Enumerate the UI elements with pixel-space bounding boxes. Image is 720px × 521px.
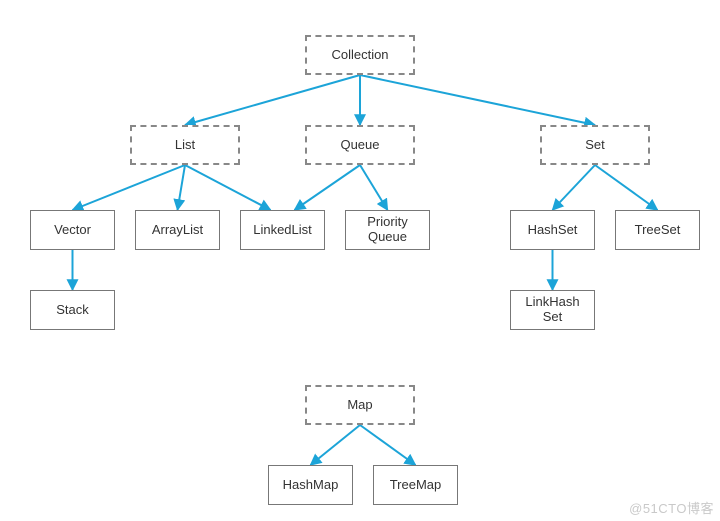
node-hashset: HashSet bbox=[510, 210, 595, 250]
edge-collection-to-list bbox=[185, 75, 360, 125]
node-collection: Collection bbox=[305, 35, 415, 75]
edge-list-to-vector bbox=[73, 165, 186, 210]
edge-queue-to-pqueue bbox=[360, 165, 388, 210]
node-linkhashset: LinkHashSet bbox=[510, 290, 595, 330]
node-queue: Queue bbox=[305, 125, 415, 165]
node-vector: Vector bbox=[30, 210, 115, 250]
edge-set-to-treeset bbox=[595, 165, 658, 210]
edge-set-to-hashset bbox=[553, 165, 596, 210]
node-hashmap: HashMap bbox=[268, 465, 353, 505]
node-treeset: TreeSet bbox=[615, 210, 700, 250]
edge-list-to-linkedlist bbox=[185, 165, 271, 210]
node-map: Map bbox=[305, 385, 415, 425]
edge-collection-to-set bbox=[360, 75, 595, 125]
node-arraylist: ArrayList bbox=[135, 210, 220, 250]
edge-list-to-arraylist bbox=[178, 165, 186, 210]
watermark-text: @51CTO博客 bbox=[629, 498, 714, 517]
node-pqueue: PriorityQueue bbox=[345, 210, 430, 250]
diagram-edges bbox=[0, 0, 720, 521]
node-stack: Stack bbox=[30, 290, 115, 330]
node-treemap: TreeMap bbox=[373, 465, 458, 505]
edge-map-to-treemap bbox=[360, 425, 416, 465]
node-linkedlist: LinkedList bbox=[240, 210, 325, 250]
edge-queue-to-linkedlist bbox=[295, 165, 361, 210]
node-set: Set bbox=[540, 125, 650, 165]
node-list: List bbox=[130, 125, 240, 165]
edge-map-to-hashmap bbox=[311, 425, 361, 465]
